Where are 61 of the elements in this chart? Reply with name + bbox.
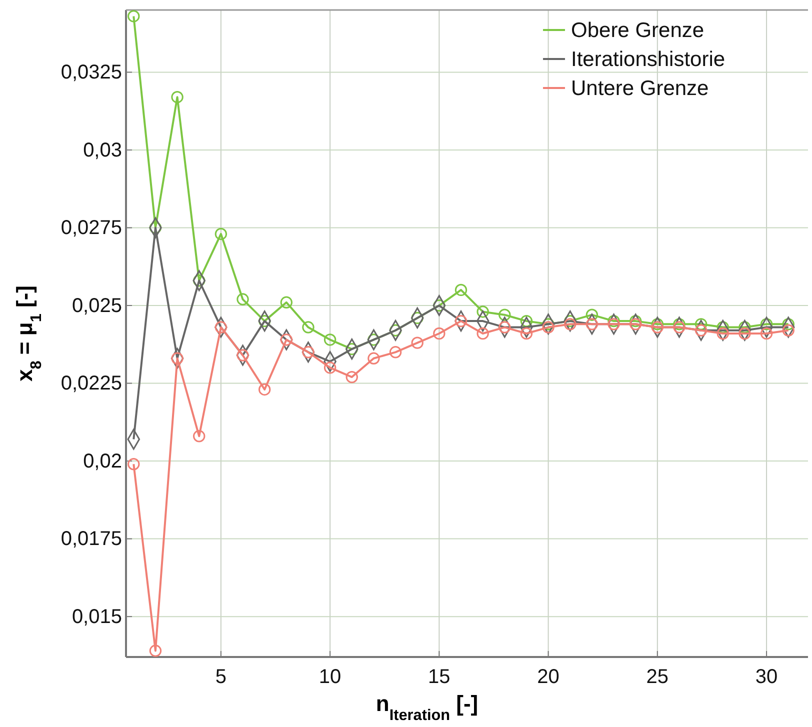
point bbox=[651, 318, 664, 330]
point bbox=[694, 324, 708, 336]
point bbox=[629, 314, 642, 328]
y-tick-label: 0,0325 bbox=[60, 62, 122, 84]
point bbox=[389, 346, 402, 358]
y-tick-label: 0,0175 bbox=[60, 528, 122, 550]
point bbox=[368, 352, 380, 364]
point bbox=[651, 321, 664, 334]
point bbox=[760, 318, 773, 330]
point bbox=[716, 321, 729, 334]
point bbox=[324, 362, 336, 374]
point bbox=[520, 314, 533, 328]
y-tick-label: 0,02 bbox=[83, 450, 122, 472]
point bbox=[716, 327, 729, 340]
point bbox=[389, 324, 402, 336]
point bbox=[411, 336, 424, 349]
point bbox=[760, 327, 773, 340]
point bbox=[236, 293, 249, 306]
legend-label: Obere Grenze bbox=[571, 19, 704, 42]
point bbox=[324, 334, 336, 346]
point bbox=[302, 321, 314, 334]
y-tick-label: 0,03 bbox=[83, 139, 122, 162]
point bbox=[738, 327, 751, 340]
y-tick-label: 0,025 bbox=[72, 294, 122, 317]
point bbox=[149, 644, 162, 657]
y-tick-label: 0,0275 bbox=[60, 217, 122, 240]
point bbox=[608, 314, 620, 328]
legend-label: Untere Grenze bbox=[571, 77, 709, 100]
point bbox=[608, 318, 620, 330]
point bbox=[128, 10, 140, 22]
point bbox=[454, 314, 468, 328]
point bbox=[346, 370, 358, 384]
x-tick-label: 25 bbox=[646, 666, 669, 688]
point bbox=[214, 321, 228, 334]
point bbox=[694, 318, 708, 330]
point bbox=[258, 383, 271, 396]
y-tick-label: 0,015 bbox=[72, 606, 122, 628]
y-tick-label: 0,0225 bbox=[60, 372, 122, 395]
x-tick-label: 20 bbox=[537, 666, 560, 688]
x-axis-title: n$_{Iteration}$ [-] bbox=[376, 691, 478, 724]
point bbox=[280, 296, 293, 308]
point bbox=[629, 318, 642, 330]
point bbox=[586, 308, 598, 321]
point bbox=[520, 327, 533, 340]
point bbox=[476, 327, 489, 340]
x-tick-label: 10 bbox=[318, 666, 342, 688]
point bbox=[454, 284, 468, 296]
point bbox=[673, 318, 686, 330]
x-tick-label: 5 bbox=[215, 666, 226, 688]
legend-label: Iterationshistorie bbox=[571, 48, 726, 71]
x-tick-label: 15 bbox=[428, 666, 450, 688]
point bbox=[586, 318, 598, 330]
point bbox=[433, 327, 446, 340]
point bbox=[128, 458, 140, 470]
point bbox=[476, 306, 489, 318]
point bbox=[193, 430, 206, 442]
point bbox=[171, 91, 184, 104]
point bbox=[214, 228, 228, 240]
point bbox=[498, 308, 511, 321]
x-tick-label: 30 bbox=[755, 666, 778, 688]
point bbox=[673, 321, 686, 334]
